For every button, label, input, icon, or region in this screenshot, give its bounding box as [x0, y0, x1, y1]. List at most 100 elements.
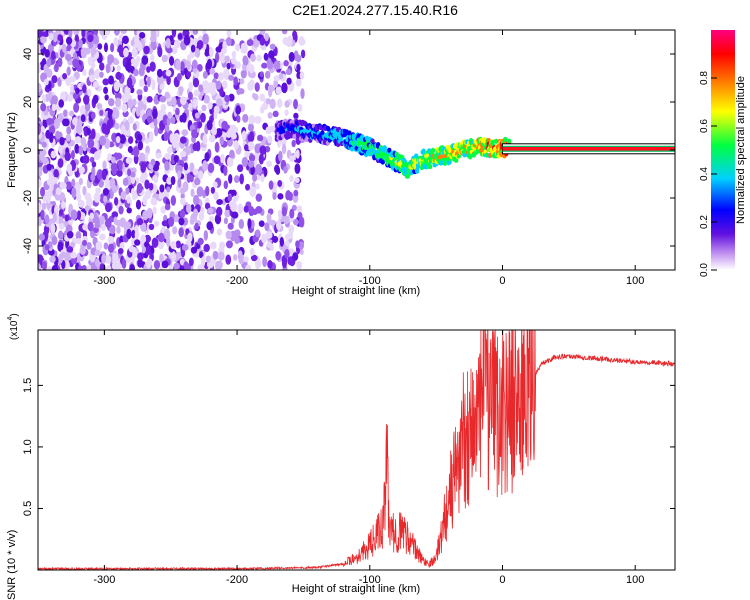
noise-blob: [214, 213, 222, 225]
noise-blob: [228, 74, 235, 81]
noise-blob: [170, 241, 177, 250]
noise-blob: [109, 224, 116, 235]
colorbar-label: Normalized spectral amplitude: [735, 76, 747, 224]
noise-blob: [132, 123, 137, 131]
noise-blob: [196, 186, 204, 197]
noise-blob: [146, 207, 153, 219]
noise-blob: [127, 98, 134, 109]
noise-blob: [152, 206, 157, 215]
noise-blob: [49, 255, 56, 263]
noise-blob: [288, 228, 293, 240]
noise-blob: [286, 189, 291, 199]
noise-blob: [59, 136, 65, 146]
noise-blob: [295, 240, 300, 248]
noise-blob: [146, 96, 153, 103]
noise-blob: [241, 156, 249, 167]
noise-blob: [103, 125, 111, 135]
noise-blob: [116, 169, 123, 177]
noise-blob: [256, 54, 262, 62]
noise-blob: [265, 126, 272, 134]
noise-blob: [202, 71, 208, 79]
noise-blob: [204, 202, 211, 210]
noise-blob: [254, 116, 262, 124]
noise-blob: [38, 254, 44, 263]
noise-blob: [76, 118, 83, 130]
y-tick-label: 40: [22, 48, 34, 60]
noise-blob: [72, 117, 79, 126]
noise-blob: [294, 163, 301, 175]
noise-blob: [80, 136, 87, 147]
noise-blob: [223, 180, 229, 190]
noise-blob: [47, 43, 54, 53]
noise-blob: [207, 162, 215, 173]
noise-blob: [161, 260, 169, 269]
noise-blob: [70, 209, 78, 221]
noise-blob: [194, 112, 200, 119]
noise-blob: [164, 160, 170, 171]
noise-blob: [202, 134, 208, 145]
noise-blob: [136, 134, 143, 141]
noise-blob: [66, 246, 74, 253]
noise-blob: [57, 230, 64, 240]
noise-blob: [193, 89, 200, 97]
noise-blob: [285, 37, 293, 48]
noise-blob: [168, 55, 175, 66]
noise-blob: [125, 187, 130, 195]
noise-blob: [213, 72, 219, 80]
noise-blob: [228, 93, 235, 102]
noise-blob: [48, 171, 53, 180]
noise-blob: [264, 222, 270, 232]
noise-blob: [293, 112, 299, 119]
noise-blob: [86, 127, 92, 136]
noise-blob: [165, 69, 172, 77]
noise-blob: [48, 32, 54, 41]
noise-blob: [112, 59, 120, 66]
trace-blob: [427, 163, 433, 170]
noise-blob: [112, 108, 120, 120]
noise-blob: [144, 189, 152, 200]
noise-blob: [77, 265, 84, 270]
colorbar-tick-label: 0.0: [699, 263, 710, 277]
noise-blob: [150, 158, 156, 166]
noise-blob: [84, 205, 90, 212]
noise-blob: [78, 145, 84, 156]
noise-blob: [281, 143, 287, 155]
noise-blob: [235, 43, 240, 52]
noise-blob: [190, 246, 198, 254]
x-tick-label: -100: [359, 275, 381, 287]
noise-blob: [48, 90, 53, 99]
noise-blob: [148, 131, 154, 143]
noise-blob: [119, 217, 126, 225]
noise-blob: [148, 182, 154, 191]
noise-blob: [63, 109, 68, 118]
noise-blob: [188, 257, 194, 267]
noise-blob: [76, 192, 82, 202]
noise-blob: [299, 71, 305, 80]
noise-blob: [228, 173, 233, 184]
noise-blob: [219, 153, 225, 164]
noise-blob: [42, 117, 48, 129]
noise-blob: [164, 123, 170, 134]
colorbar-axis: 0.0 0.2 0.4 0.6 0.8: [699, 71, 717, 277]
noise-blob: [229, 149, 235, 159]
noise-blob: [299, 248, 304, 255]
x-tick-label: 0: [499, 275, 505, 287]
noise-blob: [216, 206, 223, 217]
noise-blob: [259, 36, 266, 46]
noise-blob: [248, 64, 255, 74]
noise-blob: [222, 40, 228, 52]
noise-blob: [154, 125, 159, 137]
noise-blob: [300, 49, 306, 59]
noise-blob: [267, 260, 273, 269]
trace-blob: [414, 153, 419, 159]
noise-blob: [283, 60, 289, 67]
noise-blob: [105, 265, 112, 270]
noise-blob: [185, 203, 192, 214]
noise-blob: [188, 81, 193, 92]
noise-blob: [198, 84, 204, 92]
noise-blob: [121, 103, 128, 113]
noise-blob: [296, 63, 301, 72]
noise-blob: [80, 47, 88, 55]
noise-blob: [139, 32, 146, 39]
noise-blob: [256, 134, 264, 142]
